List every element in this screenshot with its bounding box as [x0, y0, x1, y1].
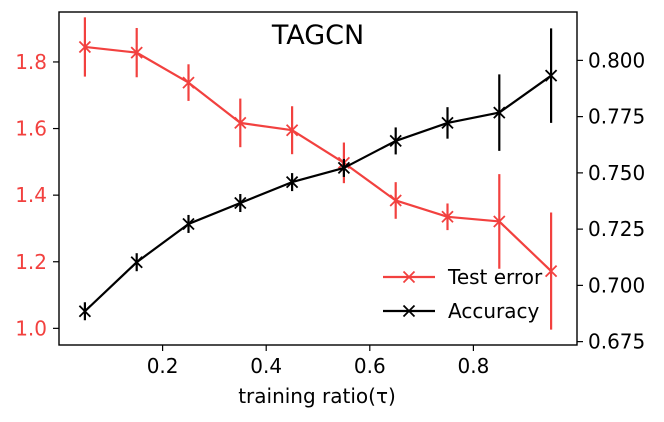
series-test-error: [78, 17, 558, 330]
data-point-test-error: [544, 264, 558, 278]
series-line-accuracy: [84, 74, 552, 313]
data-point-accuracy: [234, 196, 247, 210]
y-left-tick-label: 1.0: [15, 316, 47, 340]
data-point-accuracy: [130, 256, 143, 269]
y-right-tick-label: 0.700: [588, 273, 645, 297]
data-point-test-error: [285, 124, 299, 137]
data-point-accuracy: [389, 134, 402, 148]
x-axis-label: training ratio(τ): [238, 384, 396, 408]
series-line-test-error: [84, 45, 552, 272]
data-point-test-error: [78, 40, 92, 54]
y-right-tick-label: 0.800: [588, 48, 645, 72]
data-point-accuracy: [441, 116, 454, 130]
data-point-test-error: [493, 215, 506, 228]
data-point-accuracy: [78, 305, 92, 318]
legend-marker-accuracy: [402, 304, 416, 318]
data-point-accuracy: [337, 161, 351, 175]
x-tick-label: 0.2: [147, 354, 179, 378]
series-accuracy: [78, 28, 558, 321]
y-left-tick-label: 1.4: [15, 183, 47, 207]
data-point-accuracy: [544, 69, 558, 82]
data-point-test-error: [389, 194, 402, 207]
data-point-test-error: [130, 46, 143, 59]
x-tick-label: 0.4: [250, 354, 282, 378]
legend-label-accuracy: Accuracy: [448, 299, 539, 323]
y-right-tick-label: 0.725: [588, 217, 645, 241]
axes-layer: 0.2 0.4 0.6 0.8 1.0 1.2 1.4 1.6 1.8 0.675 0.700 0.7…: [15, 48, 645, 378]
data-point-test-error: [234, 116, 247, 130]
y-right-tick-label: 0.775: [588, 105, 645, 129]
data-point-accuracy: [285, 175, 299, 189]
x-tick-label: 0.6: [354, 354, 386, 378]
y-left-tick-label: 1.8: [15, 50, 47, 74]
data-point-test-error: [441, 210, 454, 223]
x-tick-label: 0.8: [457, 354, 489, 378]
legend: Test error Accuracy: [383, 265, 543, 323]
chart-title: TAGCN: [271, 20, 364, 51]
data-point-test-error: [182, 76, 195, 89]
data-point-accuracy: [493, 106, 506, 119]
plot-frame: [58, 11, 578, 346]
series-layer: [78, 17, 558, 330]
y-left-tick-label: 1.2: [15, 250, 47, 274]
y-left-tick-label: 1.6: [15, 117, 47, 141]
legend-label-test-error: Test error: [447, 265, 543, 289]
y-right-tick-label: 0.750: [588, 161, 645, 185]
data-point-accuracy: [182, 217, 195, 231]
legend-marker-test-error: [402, 270, 416, 284]
y-right-tick-label: 0.675: [588, 330, 645, 354]
